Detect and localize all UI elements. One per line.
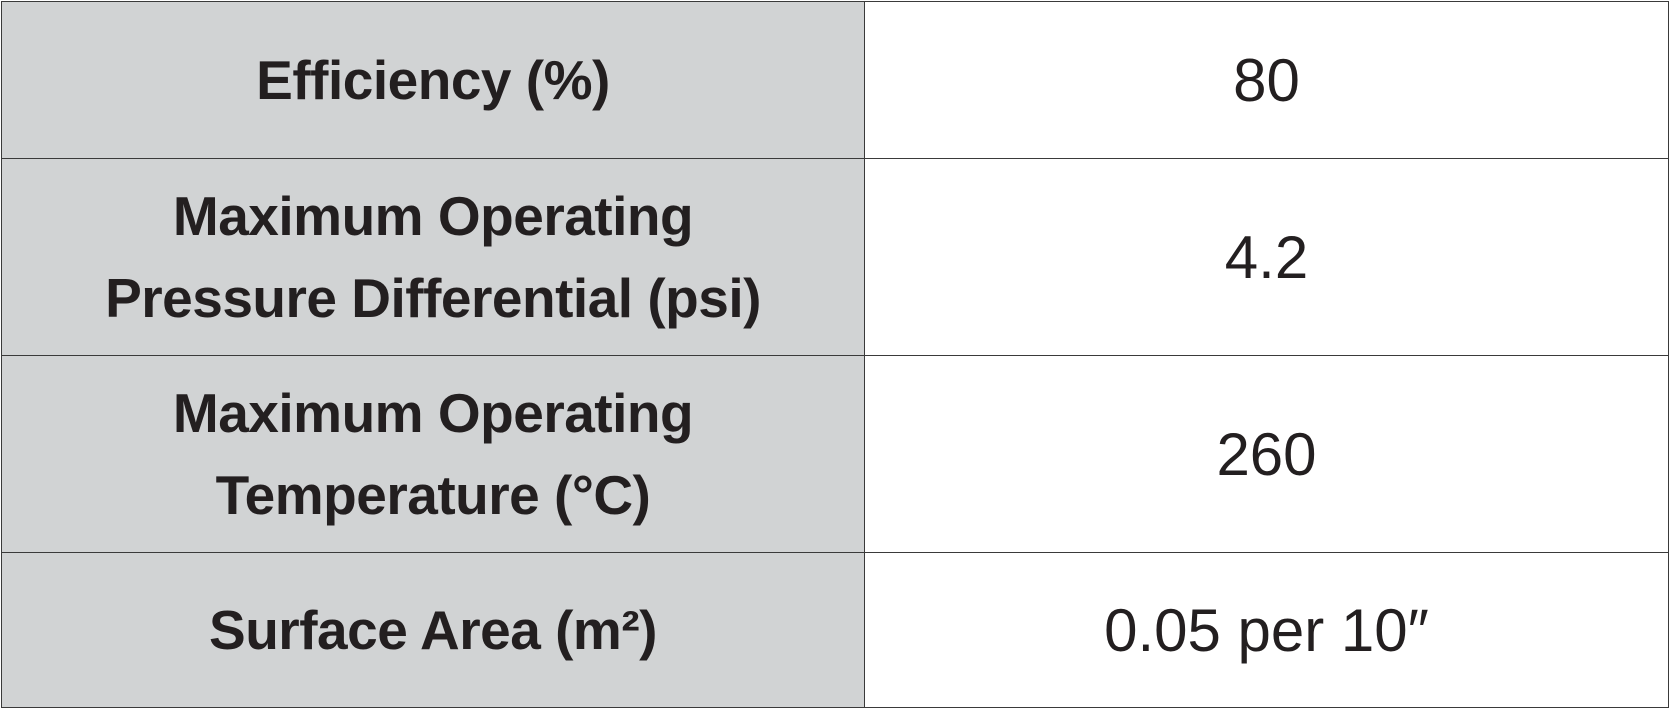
label-line: Efficiency (%) — [256, 49, 610, 111]
row-value: 4.2 — [864, 158, 1669, 356]
row-label: Maximum Operating Pressure Differential (… — [1, 158, 865, 356]
row-value: 0.05 per 10″ — [864, 552, 1669, 708]
row-label: Maximum Operating Temperature (°C) — [1, 355, 865, 553]
label-line: Temperature (°C) — [215, 464, 651, 526]
row-value: 260 — [864, 355, 1669, 553]
table-row: Efficiency (%) 80 — [1, 1, 1669, 159]
table-row: Maximum Operating Pressure Differential (… — [1, 158, 1669, 356]
row-label: Efficiency (%) — [1, 1, 865, 159]
row-value: 80 — [864, 1, 1669, 159]
row-label: Surface Area (m²) — [1, 552, 865, 708]
label-line: Surface Area (m²) — [209, 599, 657, 661]
label-line: Maximum Operating — [172, 382, 694, 444]
label-line: Pressure Differential (psi) — [105, 267, 761, 329]
table-row: Maximum Operating Temperature (°C) 260 — [1, 355, 1669, 553]
table-row: Surface Area (m²) 0.05 per 10″ — [1, 552, 1669, 708]
label-line: Maximum Operating — [172, 185, 694, 247]
